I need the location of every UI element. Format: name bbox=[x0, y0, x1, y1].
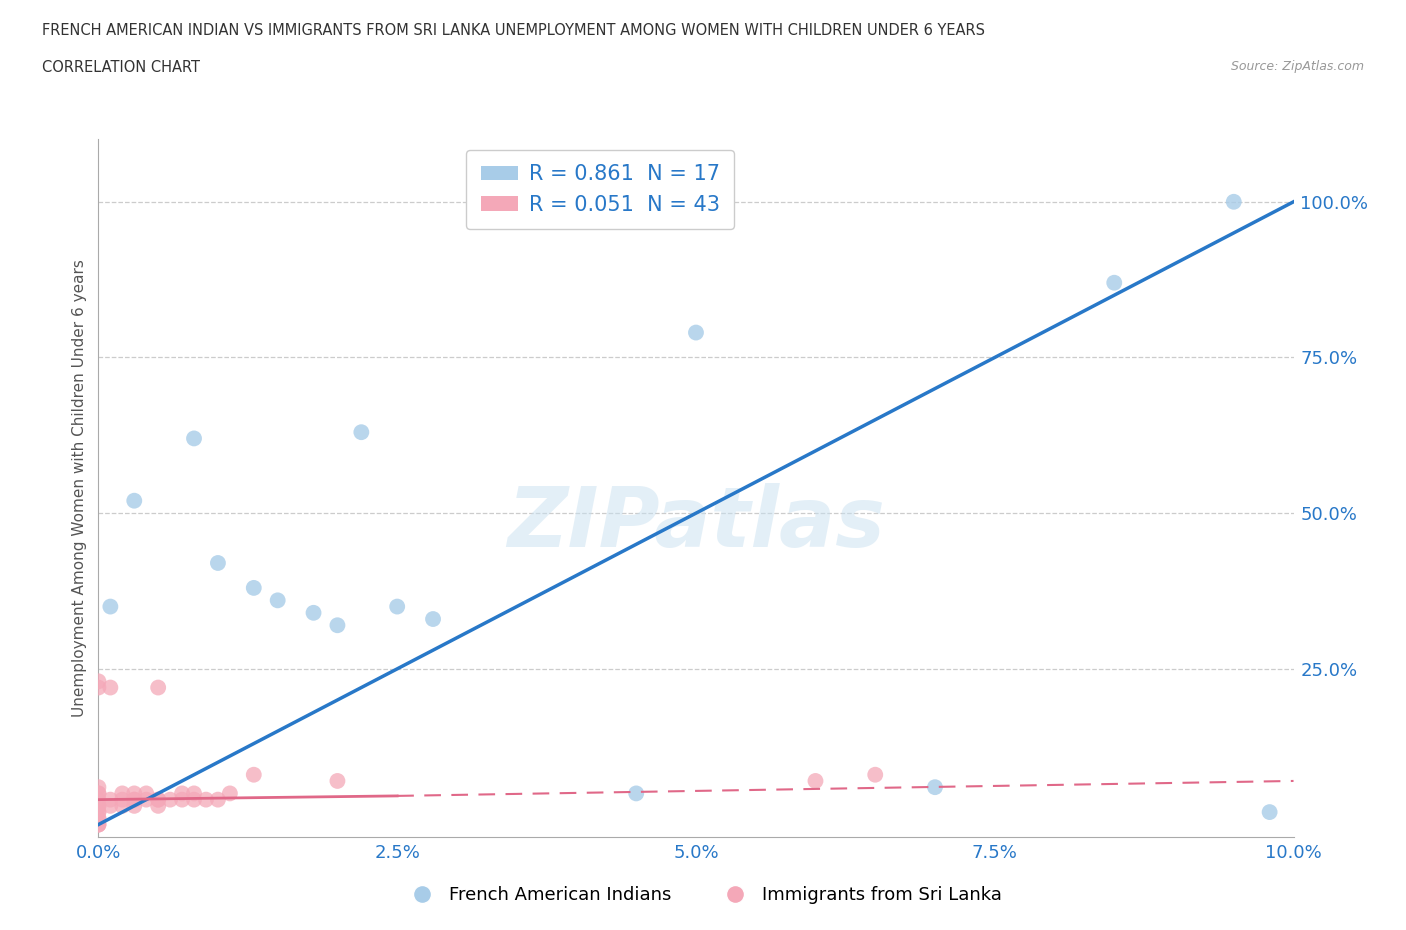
Point bbox=[219, 786, 242, 801]
Point bbox=[865, 767, 887, 782]
Point bbox=[87, 811, 110, 826]
Text: ZIPatlas: ZIPatlas bbox=[508, 483, 884, 564]
Legend: R = 0.861  N = 17, R = 0.051  N = 43: R = 0.861 N = 17, R = 0.051 N = 43 bbox=[467, 150, 734, 230]
Point bbox=[87, 804, 110, 819]
Point bbox=[124, 799, 146, 814]
Point bbox=[350, 425, 373, 440]
Point bbox=[326, 618, 349, 632]
Point bbox=[111, 786, 134, 801]
Point bbox=[159, 792, 181, 807]
Legend: French American Indians, Immigrants from Sri Lanka: French American Indians, Immigrants from… bbox=[396, 879, 1010, 911]
Point bbox=[924, 779, 946, 794]
Point bbox=[172, 792, 194, 807]
Point bbox=[87, 786, 110, 801]
Point bbox=[148, 792, 170, 807]
Point bbox=[385, 599, 409, 614]
Point bbox=[124, 792, 146, 807]
Point bbox=[243, 580, 266, 595]
Point bbox=[183, 786, 205, 801]
Point bbox=[87, 680, 110, 695]
Point bbox=[87, 674, 110, 689]
Point bbox=[135, 786, 157, 801]
Point bbox=[124, 493, 146, 508]
Point bbox=[148, 799, 170, 814]
Point bbox=[87, 817, 110, 832]
Y-axis label: Unemployment Among Women with Children Under 6 years: Unemployment Among Women with Children U… bbox=[72, 259, 87, 717]
Point bbox=[87, 817, 110, 832]
Point bbox=[302, 605, 325, 620]
Text: CORRELATION CHART: CORRELATION CHART bbox=[42, 60, 200, 75]
Point bbox=[685, 326, 707, 340]
Point bbox=[1223, 194, 1246, 209]
Point bbox=[87, 779, 110, 794]
Point bbox=[111, 799, 134, 814]
Point bbox=[148, 792, 170, 807]
Point bbox=[124, 792, 146, 807]
Point bbox=[87, 799, 110, 814]
Point bbox=[87, 799, 110, 814]
Point bbox=[100, 792, 122, 807]
Point bbox=[172, 786, 194, 801]
Point bbox=[183, 792, 205, 807]
Point bbox=[195, 792, 218, 807]
Point bbox=[87, 804, 110, 819]
Point bbox=[100, 599, 122, 614]
Point bbox=[135, 792, 157, 807]
Point bbox=[87, 811, 110, 826]
Point bbox=[422, 612, 444, 627]
Point bbox=[267, 593, 290, 608]
Point bbox=[111, 792, 134, 807]
Point bbox=[1104, 275, 1126, 290]
Point bbox=[207, 792, 229, 807]
Point bbox=[804, 774, 827, 789]
Text: Source: ZipAtlas.com: Source: ZipAtlas.com bbox=[1230, 60, 1364, 73]
Point bbox=[87, 786, 110, 801]
Point bbox=[326, 774, 349, 789]
Point bbox=[1258, 804, 1281, 819]
Point bbox=[87, 792, 110, 807]
Point bbox=[100, 799, 122, 814]
Point bbox=[87, 817, 110, 832]
Point bbox=[148, 680, 170, 695]
Point bbox=[100, 680, 122, 695]
Point bbox=[207, 555, 229, 570]
Point bbox=[124, 786, 146, 801]
Point bbox=[626, 786, 648, 801]
Point bbox=[183, 431, 205, 445]
Text: FRENCH AMERICAN INDIAN VS IMMIGRANTS FROM SRI LANKA UNEMPLOYMENT AMONG WOMEN WIT: FRENCH AMERICAN INDIAN VS IMMIGRANTS FRO… bbox=[42, 23, 986, 38]
Point bbox=[243, 767, 266, 782]
